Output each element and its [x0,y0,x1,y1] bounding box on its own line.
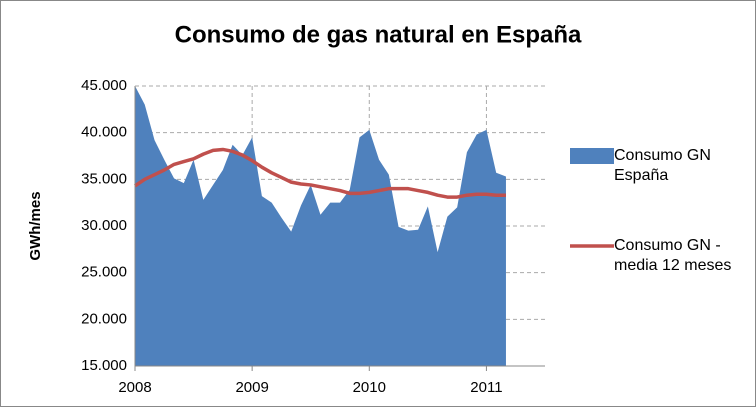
area [135,86,506,366]
legend-swatch [570,148,614,164]
line [134,147,506,199]
legend-label: Consumo GN España [614,147,711,184]
chart-title: Consumo de gas natural en España [175,21,582,48]
y-tick-label: 35.000 [81,170,127,187]
x-tick-label: 2009 [235,379,268,396]
x-tick-label: 2011 [470,379,502,396]
x-tick-label: 2008 [118,379,151,396]
y-tick-label: 30.000 [81,217,127,234]
y-tick-label: 45.000 [81,77,127,94]
y-tick-label: 40.000 [81,124,127,141]
x-tick-label: 2010 [353,379,386,396]
y-tick-label: 20.000 [81,310,127,327]
y-tick-label: 15.000 [81,357,127,374]
legend-label: Consumo GN - media 12 meses [614,237,732,274]
y-axis-title: GWh/mes [27,191,44,260]
y-tick-label: 25.000 [81,264,127,281]
